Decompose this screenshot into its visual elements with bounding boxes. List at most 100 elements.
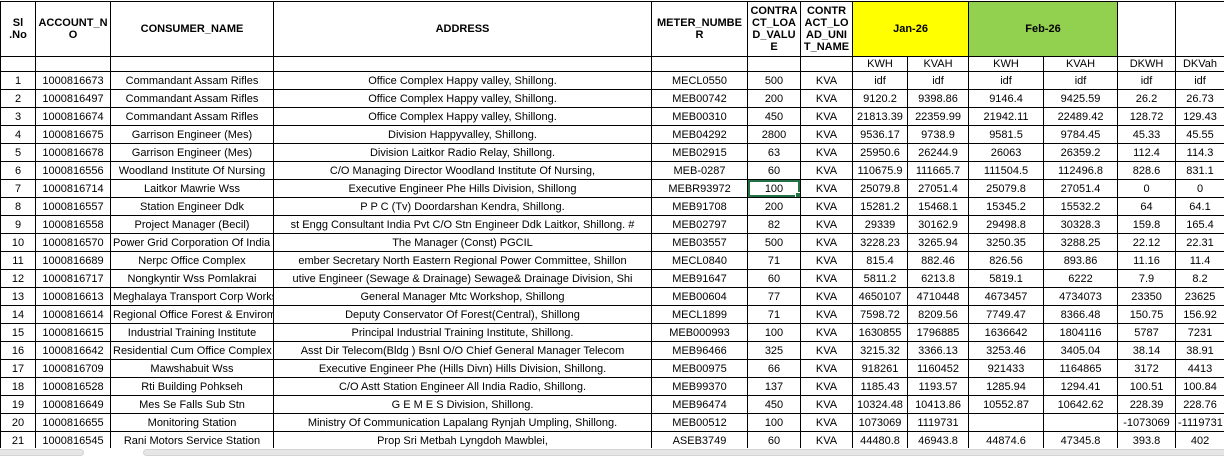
table-cell[interactable]: 71 [747,305,801,324]
column-group-feb-26[interactable]: Feb-26 [968,1,1119,57]
table-cell[interactable]: 15468.1 [906,197,970,216]
table-cell[interactable]: KVA [800,323,853,342]
table-cell[interactable]: 100.51 [1117,377,1177,396]
table-cell[interactable]: 1000816557 [35,197,111,216]
table-cell[interactable]: Commandant Assam Rifles [110,71,274,90]
table-cell[interactable]: 8.2 [1175,269,1224,288]
table-cell[interactable]: Office Complex Happy valley, Shillong. [273,71,652,90]
table-cell[interactable]: 8 [0,197,36,216]
table-cell[interactable]: idf [906,71,970,90]
table-cell[interactable]: 129.43 [1175,107,1224,126]
table-cell[interactable]: 1000816689 [35,251,111,270]
table-cell[interactable]: 815.4 [852,251,908,270]
table-cell[interactable]: MEB96474 [651,395,748,414]
table-cell[interactable]: 22489.42 [1043,107,1119,126]
table-cell[interactable]: KVA [800,161,853,180]
table-cell[interactable]: Mawshabuit Wss [110,359,274,378]
table-cell[interactable]: 63 [747,143,801,162]
table-cell[interactable]: 450 [747,107,801,126]
table-cell[interactable]: MEB02797 [651,215,748,234]
table-cell[interactable]: ASEB3749 [651,431,748,450]
table-cell[interactable]: KVA [800,305,853,324]
table-cell[interactable]: Meghalaya Transport Corp Workshop [110,287,274,306]
table-cell[interactable]: 159.8 [1117,215,1177,234]
table-cell[interactable]: 137 [747,377,801,396]
table-cell[interactable]: 112.4 [1117,143,1177,162]
table-cell[interactable]: -1073069 [1117,413,1177,432]
table-cell[interactable]: idf [852,71,908,90]
table-cell[interactable]: Deputy Conservator Of Forest(Central), S… [273,305,652,324]
table-cell[interactable]: 3265.94 [906,233,970,252]
table-cell[interactable]: 10552.87 [968,395,1045,414]
table-cell[interactable]: MEB96466 [651,341,748,360]
table-cell[interactable]: 3288.25 [1043,233,1119,252]
sub-header-cell-blank[interactable] [651,56,748,72]
table-cell[interactable]: 60 [747,269,801,288]
table-cell[interactable]: MEB00310 [651,107,748,126]
table-cell[interactable]: 21813.39 [852,107,908,126]
table-cell[interactable]: 1000816674 [35,107,111,126]
table-cell[interactable]: MEB03557 [651,233,748,252]
column-header-address[interactable]: ADDRESS [273,1,652,57]
table-cell[interactable]: idf [1175,71,1224,90]
table-cell[interactable]: 8209.56 [906,305,970,324]
table-cell[interactable]: 1000816675 [35,125,111,144]
table-cell[interactable]: Executive Engineer Phe Hills Division, S… [273,179,652,198]
sub-header-cell-jan-kwh[interactable]: KWH [852,56,908,72]
table-cell[interactable]: The Manager (Const) PGCIL [273,233,652,252]
table-cell[interactable] [968,413,1045,432]
table-cell[interactable]: MEB91647 [651,269,748,288]
table-cell[interactable]: Residential Cum Office Complex Rynjah [110,341,274,360]
table-cell[interactable]: 100.84 [1175,377,1224,396]
table-cell[interactable]: 2800 [747,125,801,144]
table-cell[interactable]: 1000816655 [35,413,111,432]
table-cell[interactable]: 9146.4 [968,89,1045,108]
table-cell[interactable]: 165.4 [1175,215,1224,234]
table-cell[interactable]: 1119731 [906,413,970,432]
table-cell[interactable]: 0 [1175,179,1224,198]
sub-header-cell-blank[interactable] [800,56,853,72]
table-cell[interactable]: KVA [800,251,853,270]
table-cell[interactable]: Office Complex Happy valley, Shillong. [273,89,652,108]
table-cell[interactable]: 44480.8 [852,431,908,450]
table-cell[interactable]: MECL0550 [651,71,748,90]
table-cell[interactable]: C/O Astt Station Engineer All India Radi… [273,377,652,396]
table-cell[interactable]: 9581.5 [968,125,1045,144]
table-cell[interactable]: MECL0840 [651,251,748,270]
table-cell[interactable]: 9536.17 [852,125,908,144]
table-cell[interactable]: KVA [800,197,853,216]
table-cell[interactable]: 500 [747,71,801,90]
table-cell[interactable]: 1000816615 [35,323,111,342]
table-cell[interactable]: 16 [0,341,36,360]
table-cell[interactable]: MEB91708 [651,197,748,216]
table-cell[interactable]: Power Grid Corporation Of India Ltd [110,233,274,252]
table-cell[interactable]: 6 [0,161,36,180]
table-cell[interactable]: 1000816528 [35,377,111,396]
table-cell[interactable]: KVA [800,377,853,396]
table-cell[interactable]: 60 [747,161,801,180]
table-cell[interactable]: KVA [800,359,853,378]
table-cell[interactable]: 1160452 [906,359,970,378]
table-cell[interactable]: 114.3 [1175,143,1224,162]
table-cell[interactable]: 47345.8 [1043,431,1119,450]
table-cell[interactable]: 7598.72 [852,305,908,324]
table-cell[interactable]: 7231 [1175,323,1224,342]
table-cell[interactable]: MEBR93972 [651,179,748,198]
table-cell[interactable]: 3228.23 [852,233,908,252]
table-cell[interactable]: 45.55 [1175,125,1224,144]
column-header-account-no[interactable]: ACCOUNT_NO [35,1,111,57]
table-cell[interactable]: 1000816649 [35,395,111,414]
sub-header-cell-blank[interactable] [0,56,36,72]
table-cell[interactable]: 64.1 [1175,197,1224,216]
table-cell[interactable]: 1073069 [852,413,908,432]
table-cell[interactable]: 1000816642 [35,341,111,360]
table-cell[interactable]: 1285.94 [968,377,1045,396]
table-cell[interactable]: MEB00975 [651,359,748,378]
table-cell[interactable]: 9120.2 [852,89,908,108]
table-cell[interactable]: 15 [0,323,36,342]
table-cell[interactable]: 9425.59 [1043,89,1119,108]
table-cell[interactable]: 893.86 [1043,251,1119,270]
table-cell[interactable]: 23350 [1117,287,1177,306]
table-cell[interactable]: 128.72 [1117,107,1177,126]
table-cell[interactable]: MECL1899 [651,305,748,324]
